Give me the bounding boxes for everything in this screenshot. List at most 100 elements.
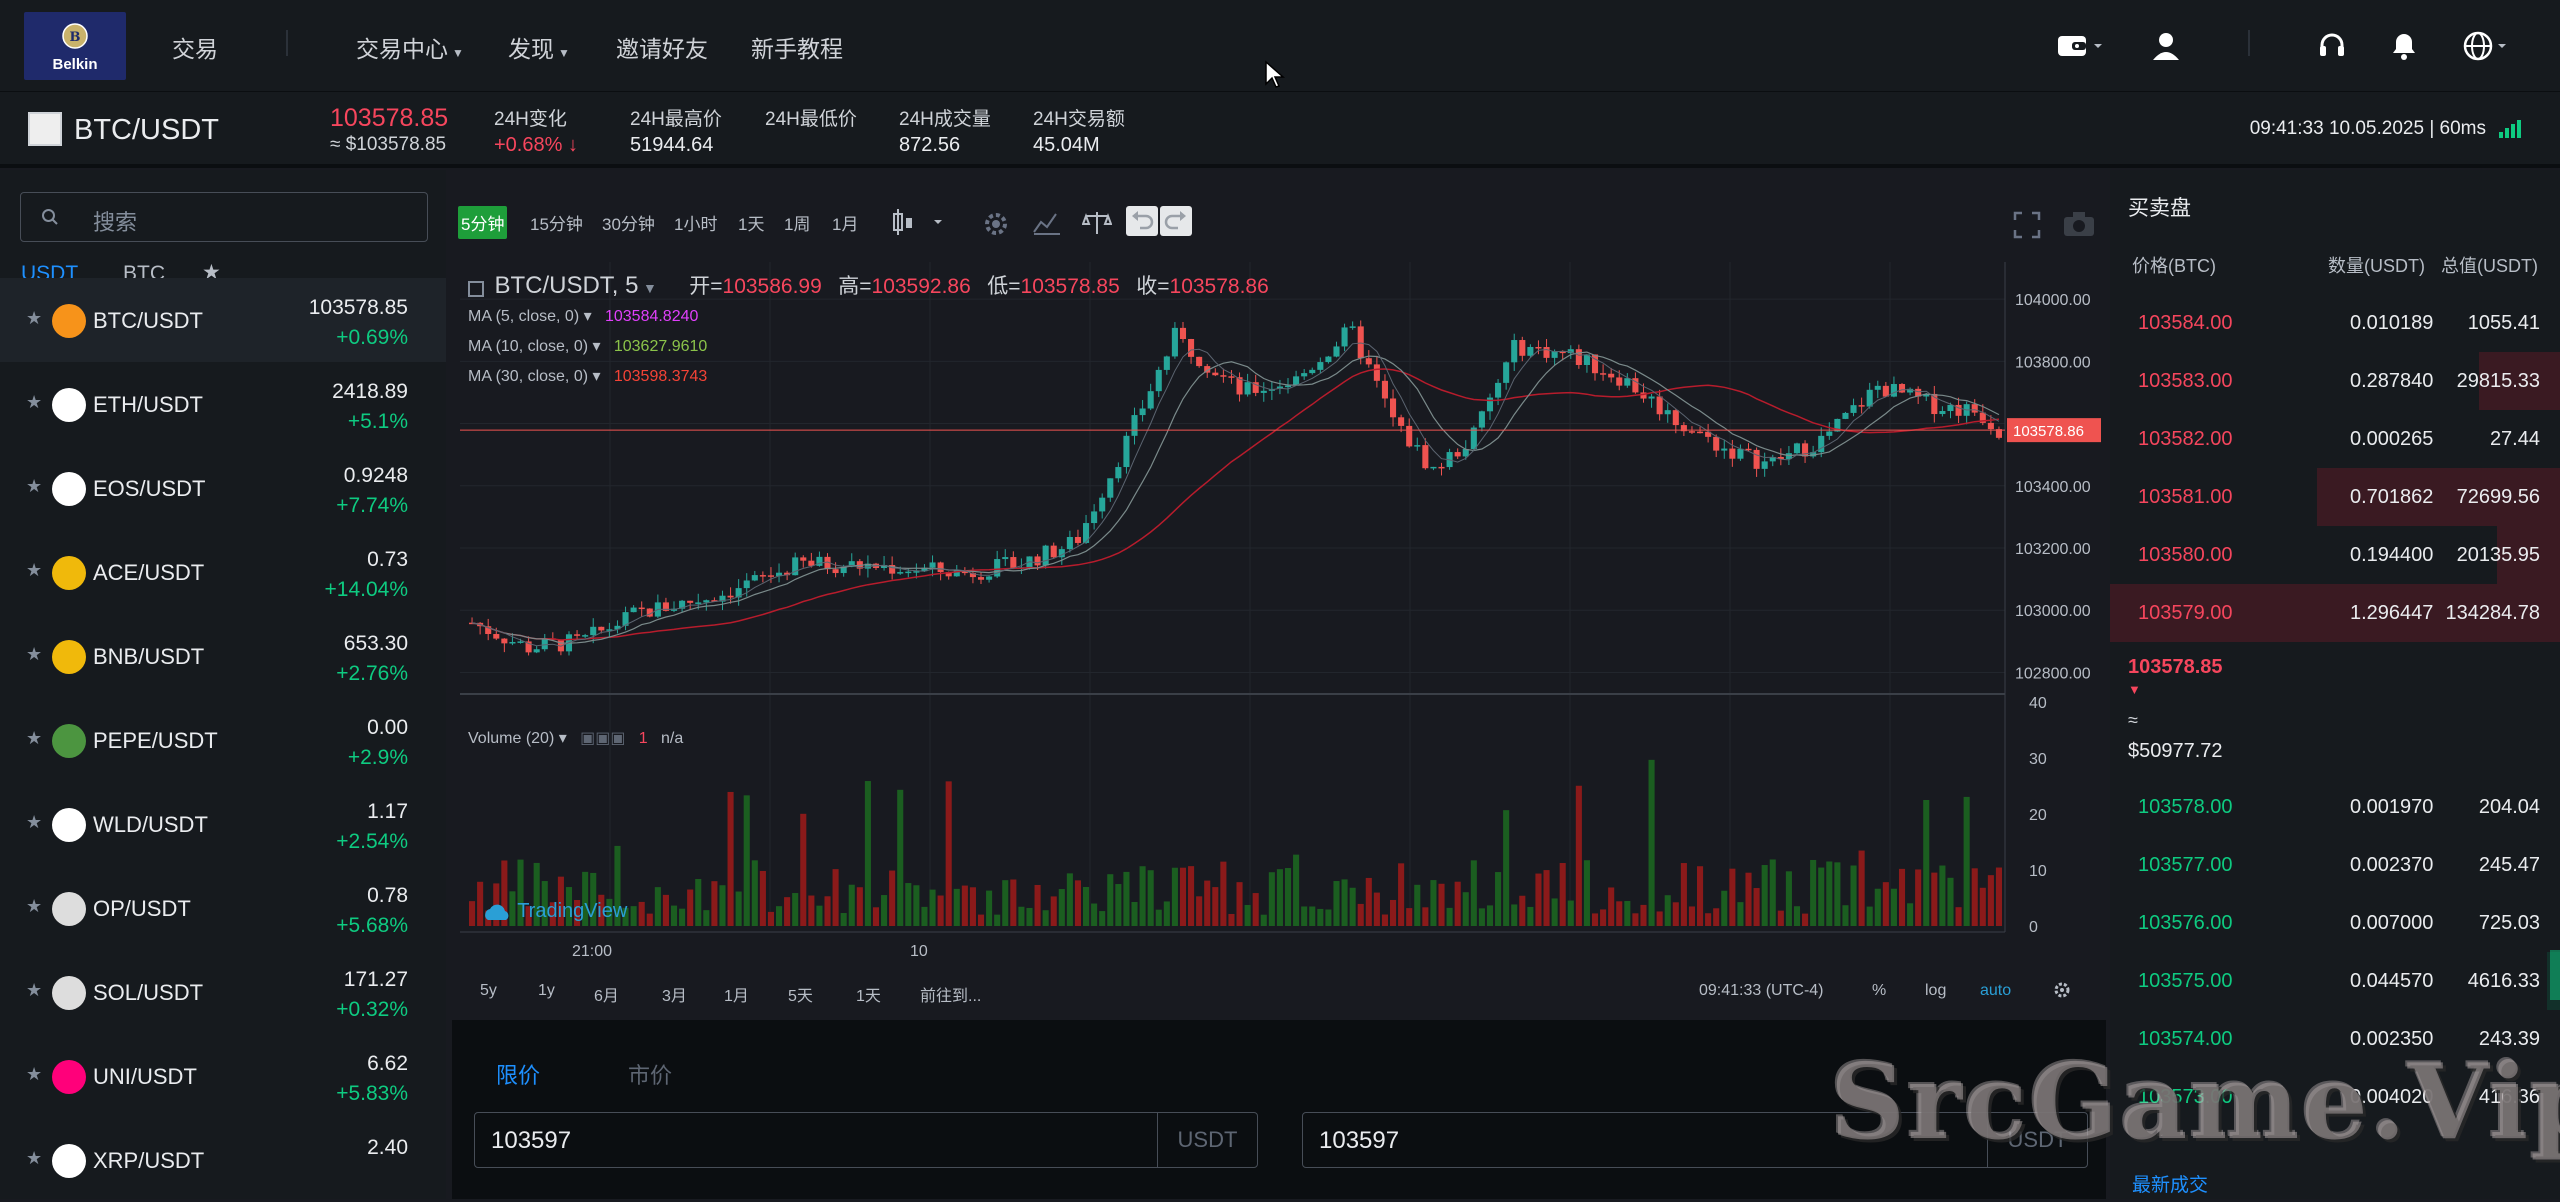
ticker-volume-value: 872.56 [899, 134, 960, 157]
volume-axis-label: 10 [2029, 863, 2047, 880]
auto-toggle[interactable]: auto [1980, 982, 2011, 1000]
star-icon[interactable]: ★ [26, 1148, 42, 1169]
range-option[interactable]: 前往到... [920, 982, 981, 1006]
star-icon[interactable]: ★ [26, 476, 42, 497]
timeframe-option[interactable]: 30分钟 [602, 210, 655, 235]
candle-body [1600, 373, 1606, 375]
market-change: +5.83% [336, 1082, 408, 1106]
headset-icon[interactable] [2314, 28, 2350, 64]
range-option[interactable]: 1月 [724, 982, 749, 1006]
compare-scale-icon[interactable] [1082, 210, 1112, 236]
fullscreen-icon[interactable] [2012, 210, 2042, 240]
buy-price-input[interactable]: 103597 USDT [474, 1112, 1258, 1168]
timeframe-option[interactable]: 5分钟 [458, 206, 507, 239]
candle-body [752, 575, 758, 580]
candle-body [695, 602, 701, 604]
candle-body [930, 562, 936, 567]
range-option[interactable]: 5y [480, 982, 497, 1000]
range-option[interactable]: 3月 [662, 982, 687, 1006]
search-input[interactable]: 搜索 [20, 192, 428, 242]
ticker-pair[interactable]: BTC/USDT [74, 114, 219, 147]
timeframe-option[interactable]: 1月 [832, 210, 858, 235]
volume-bar [1778, 911, 1784, 926]
camera-icon[interactable] [2062, 210, 2096, 238]
range-option[interactable]: 5天 [788, 982, 813, 1006]
star-icon[interactable]: ★ [26, 812, 42, 833]
nav-trade-center[interactable]: 交易中心▼ [356, 30, 464, 64]
candle-body [1035, 556, 1041, 565]
logo[interactable]: B Belkin [24, 12, 126, 80]
timeframe-option[interactable]: 1小时 [674, 210, 717, 235]
timeframe-option[interactable]: 1周 [784, 210, 810, 235]
star-icon[interactable]: ★ [26, 728, 42, 749]
settings-gear-icon[interactable] [982, 210, 1010, 238]
nav-trade[interactable]: 交易 [172, 30, 218, 64]
star-icon[interactable]: ★ [26, 896, 42, 917]
nav-invite[interactable]: 邀请好友 [616, 30, 708, 64]
range-option[interactable]: 1y [538, 982, 555, 1000]
star-icon[interactable]: ★ [26, 980, 42, 1001]
volume-bar [1907, 903, 1913, 926]
volume-bar [1745, 873, 1751, 926]
star-icon[interactable]: ★ [26, 644, 42, 665]
volume-bar [1382, 915, 1388, 926]
user-icon[interactable] [2148, 28, 2184, 64]
star-icon[interactable]: ★ [26, 392, 42, 413]
volume-bar [1576, 786, 1582, 926]
redo-button[interactable] [1160, 206, 1192, 236]
collapse-legend-icon[interactable] [468, 281, 484, 297]
chart-symbol[interactable]: BTC/USDT, 5 [494, 272, 638, 299]
volume-bar [1568, 901, 1574, 926]
star-icon[interactable]: ★ [26, 1064, 42, 1085]
recent-trades-link[interactable]: 最新成交 [2132, 1170, 2208, 1197]
candle-body [1156, 370, 1162, 391]
tab-market-order[interactable]: 市价 [628, 1058, 672, 1090]
range-option[interactable]: 1天 [856, 982, 881, 1006]
timeframe-option[interactable]: 1天 [738, 210, 764, 235]
indicators-icon[interactable] [1032, 210, 1062, 236]
tab-limit-order[interactable]: 限价 [496, 1058, 540, 1090]
undo-button[interactable] [1126, 206, 1158, 236]
candle-body [1754, 450, 1760, 469]
wallet-icon[interactable] [2054, 28, 2106, 64]
log-toggle[interactable]: log [1925, 982, 1946, 1000]
chart-settings-icon[interactable] [2052, 980, 2072, 1000]
nav-tutorial[interactable]: 新手教程 [751, 30, 843, 64]
candle-body [1438, 467, 1444, 469]
globe-icon[interactable] [2460, 28, 2512, 64]
star-icon[interactable]: ★ [26, 560, 42, 581]
percent-toggle[interactable]: % [1872, 982, 1886, 1000]
volume-bar [1705, 913, 1711, 926]
bell-icon[interactable] [2386, 28, 2422, 64]
star-icon[interactable]: ★ [26, 308, 42, 329]
ma5-legend: MA (5, close, 0) ▾ 103584.8240 [468, 306, 698, 326]
nav-discover[interactable]: 发现▼ [508, 30, 570, 64]
timeframe-option[interactable]: 15分钟 [530, 210, 583, 235]
scrollbar-thumb[interactable] [2550, 950, 2560, 1000]
range-option[interactable]: 6月 [594, 982, 619, 1006]
volume-bar [865, 781, 871, 926]
candle-type-icon[interactable] [886, 208, 946, 236]
volume-bar [719, 885, 725, 926]
